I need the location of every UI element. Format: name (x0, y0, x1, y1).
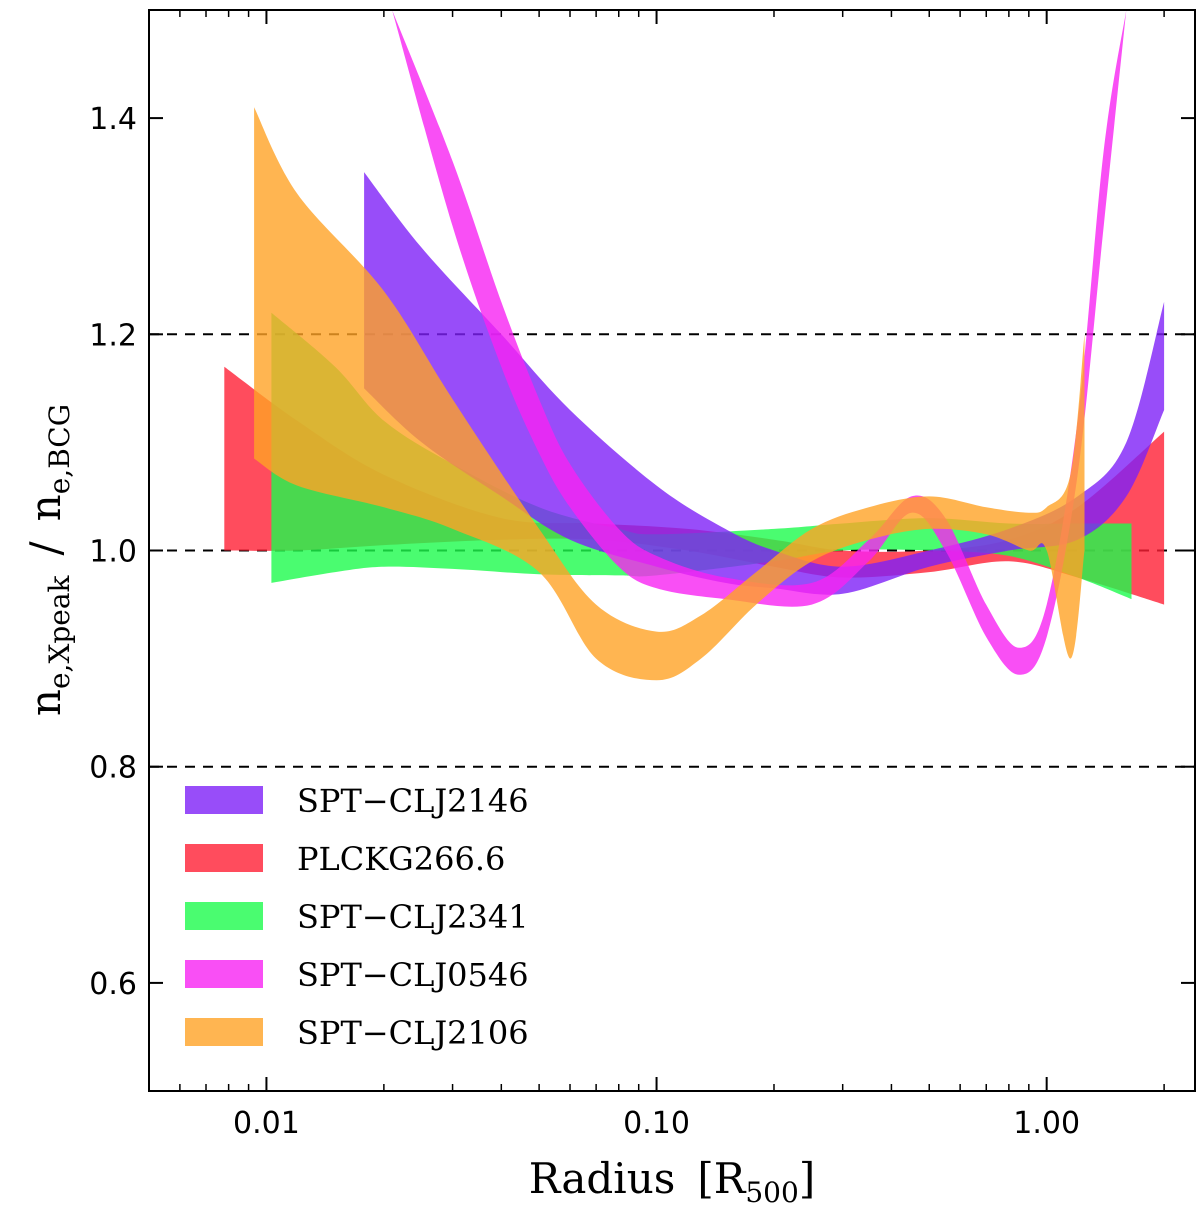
y-tick-label: 0.6 (89, 967, 137, 1002)
band-spt-clj0546 (392, 10, 1127, 675)
y-tick-label: 1.0 (89, 535, 137, 570)
tick-labels: 0.01 0.10 1.00 0.6 0.8 1.0 1.2 1.4 (89, 102, 1080, 1141)
legend-swatch (185, 960, 263, 988)
y-axis-numerator-sub: e,Xpeak (43, 574, 76, 689)
x-tick-label: 0.01 (233, 1106, 300, 1141)
y-tick-label: 0.8 (89, 751, 137, 786)
y-axis-separator: / (21, 540, 70, 555)
legend-label: SPT−CLJ0546 (297, 956, 529, 994)
axis-ticks (149, 10, 1195, 1091)
y-axis-title: ne,Xpeak/ne,BCG (21, 404, 76, 716)
y-tick-label: 1.4 (89, 102, 137, 137)
data-bands (224, 10, 1165, 681)
band-spt-clj2106 (254, 107, 1085, 681)
legend-swatch (185, 786, 263, 814)
x-axis-unit: R (714, 1154, 747, 1203)
legend-swatch (185, 902, 263, 930)
y-tick-label: 1.2 (89, 318, 137, 353)
legend-swatch (185, 844, 263, 872)
legend-label: SPT−CLJ2341 (297, 898, 529, 936)
x-axis-title: Radius [R500] (529, 1154, 815, 1209)
legend: SPT−CLJ2146 PLCKG266.6 SPT−CLJ2341 SPT−CLJ0… (185, 782, 529, 1052)
x-axis-title-text: Radius (529, 1154, 676, 1203)
legend-swatch (185, 1018, 263, 1046)
legend-label: SPT−CLJ2146 (297, 782, 529, 820)
y-axis-denominator-sub: e,BCG (43, 404, 76, 494)
x-axis-unit-sub: 500 (745, 1176, 798, 1209)
legend-label: SPT−CLJ2106 (297, 1014, 529, 1052)
legend-label: PLCKG266.6 (297, 840, 505, 878)
y-axis-denominator: n (21, 494, 70, 521)
y-axis-numerator: n (21, 689, 70, 716)
x-tick-label: 1.00 (1013, 1106, 1080, 1141)
x-tick-label: 0.10 (623, 1106, 690, 1141)
